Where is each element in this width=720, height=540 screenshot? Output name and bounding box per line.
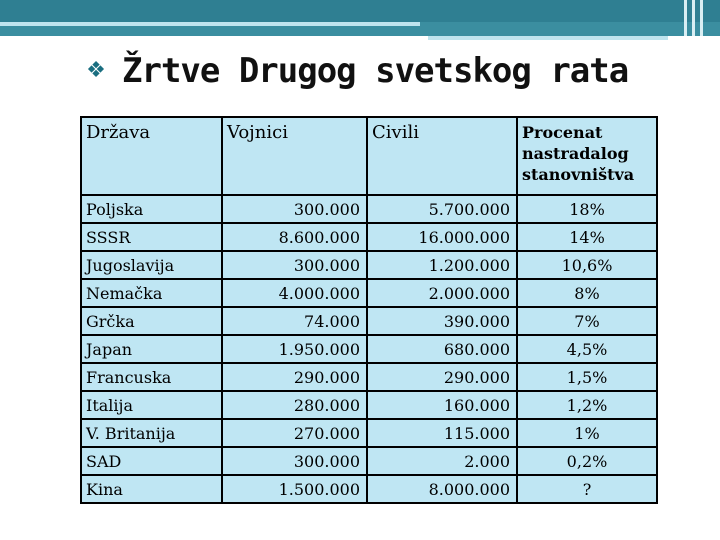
table-row: Poljska 300.000 5.700.000 18% [80,194,658,224]
cell-country: Kina [80,474,223,504]
cell-civilians: 160.000 [366,390,518,420]
table-row: SSSR 8.600.000 16.000.000 14% [80,222,658,252]
cell-soldiers: 8.600.000 [221,222,368,252]
table-row: Japan 1.950.000 680.000 4,5% [80,334,658,364]
table-row: SAD 300.000 2.000 0,2% [80,446,658,476]
header-percent: Procenat nastradalog stanovništva [516,116,658,196]
cell-soldiers: 300.000 [221,250,368,280]
cell-civilians: 1.200.000 [366,250,518,280]
cell-country: Grčka [80,306,223,336]
decor-stripe [692,0,695,36]
cell-country: Italija [80,390,223,420]
cell-civilians: 16.000.000 [366,222,518,252]
cell-country: V. Britanija [80,418,223,448]
cell-country: Nemačka [80,278,223,308]
decor-stripe [700,0,703,36]
cell-civilians: 2.000.000 [366,278,518,308]
cell-soldiers: 1.500.000 [221,474,368,504]
cell-country: SSSR [80,222,223,252]
cell-civilians: 8.000.000 [366,474,518,504]
decor-stripe [684,0,687,36]
table-row: Nemačka 4.000.000 2.000.000 8% [80,278,658,308]
cell-percent: 1,2% [516,390,658,420]
header-civilians: Civili [366,116,518,196]
diamond-bullet-icon: ❖ [86,58,106,83]
header-soldiers: Vojnici [221,116,368,196]
table-row: V. Britanija 270.000 115.000 1% [80,418,658,448]
cell-civilians: 390.000 [366,306,518,336]
cell-country: Jugoslavija [80,250,223,280]
cell-percent: 0,2% [516,446,658,476]
cell-percent: 1% [516,418,658,448]
cell-percent: 10,6% [516,250,658,280]
cell-civilians: 5.700.000 [366,194,518,224]
cell-soldiers: 74.000 [221,306,368,336]
cell-civilians: 115.000 [366,418,518,448]
title-row: ❖ Žrtve Drugog svetskog rata [84,46,629,96]
slide-title: Žrtve Drugog svetskog rata [122,51,629,91]
cell-soldiers: 270.000 [221,418,368,448]
cell-percent: 1,5% [516,362,658,392]
cell-soldiers: 300.000 [221,446,368,476]
cell-civilians: 290.000 [366,362,518,392]
table-row: Italija 280.000 160.000 1,2% [80,390,658,420]
cell-country: Japan [80,334,223,364]
cell-soldiers: 1.950.000 [221,334,368,364]
cell-percent: 7% [516,306,658,336]
header-country: Država [80,116,223,196]
casualties-table: Država Vojnici Civili Procenat nastradal… [80,116,658,504]
cell-percent: ? [516,474,658,504]
cell-civilians: 2.000 [366,446,518,476]
cell-soldiers: 290.000 [221,362,368,392]
cell-percent: 14% [516,222,658,252]
table-row: Kina 1.500.000 8.000.000? [80,474,658,504]
cell-percent: 18% [516,194,658,224]
cell-percent: 8% [516,278,658,308]
top-band-dark [0,0,720,22]
cell-soldiers: 4.000.000 [221,278,368,308]
table-row: Grčka 74.000 390.000 7% [80,306,658,336]
cell-country: Poljska [80,194,223,224]
cell-percent: 4,5% [516,334,658,364]
decor-bar [0,22,420,26]
cell-civilians: 680.000 [366,334,518,364]
cell-soldiers: 280.000 [221,390,368,420]
cell-country: SAD [80,446,223,476]
table-row: Francuska 290.000 290.000 1,5% [80,362,658,392]
decor-bar [428,36,668,40]
cell-soldiers: 300.000 [221,194,368,224]
table-row: Jugoslavija 300.000 1.200.000 10,6% [80,250,658,280]
table-header-row: Država Vojnici Civili Procenat nastradal… [80,116,658,196]
cell-country: Francuska [80,362,223,392]
